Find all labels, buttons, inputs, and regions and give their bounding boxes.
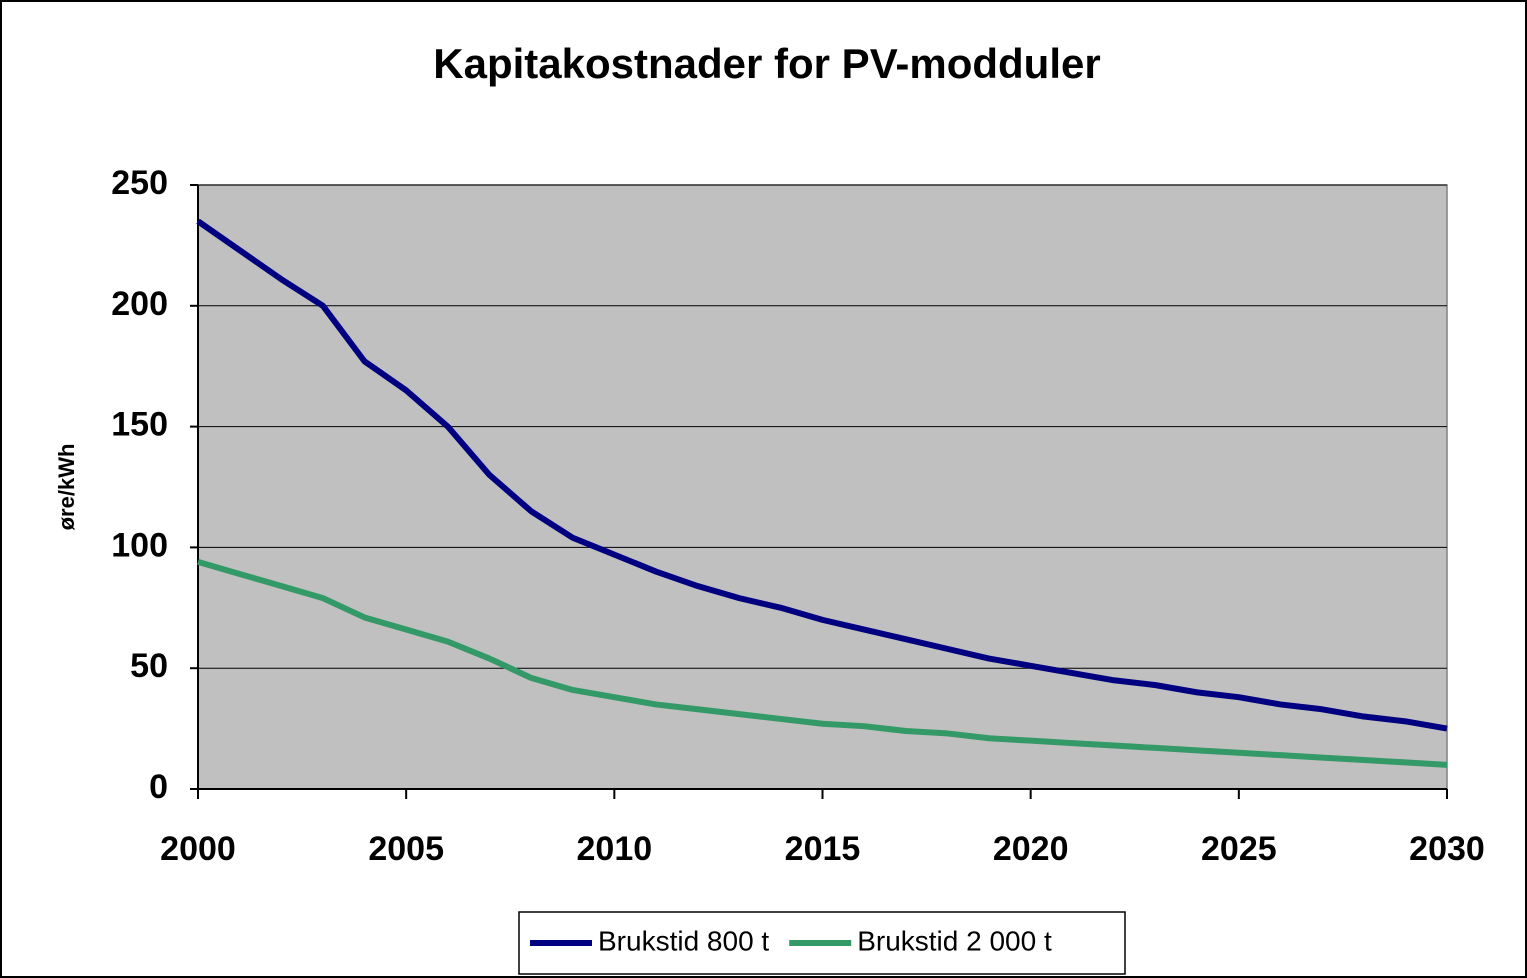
x-tick-label: 2025	[1201, 830, 1277, 868]
plot-area	[197, 184, 1448, 790]
legend-label: Brukstid 800 t	[598, 925, 769, 956]
y-tick-label: 200	[111, 285, 168, 323]
line-series	[196, 218, 1448, 732]
chart-title: Kapitakostnader for PV-modduler	[433, 40, 1100, 87]
x-tick-label: 2015	[785, 830, 861, 868]
legend: Brukstid 800 t Brukstid 2 000 t	[518, 911, 1126, 975]
x-tick-label: 2000	[160, 830, 236, 868]
y-tick-label: 50	[130, 647, 168, 685]
y-tick-label: 250	[111, 164, 168, 202]
y-tick-label: 0	[149, 768, 168, 806]
y-tick-label: 150	[111, 406, 168, 444]
line-series	[197, 559, 1448, 768]
x-tick-label: 2010	[577, 830, 653, 868]
x-tick-label: 2030	[1409, 830, 1485, 868]
x-tick-label: 2020	[993, 830, 1069, 868]
legend-label: Brukstid 2 000 t	[857, 925, 1052, 956]
x-tick-label: 2005	[368, 830, 444, 868]
y-tick-label: 100	[111, 526, 168, 564]
y-axis-label: øre/kWh	[54, 444, 79, 531]
